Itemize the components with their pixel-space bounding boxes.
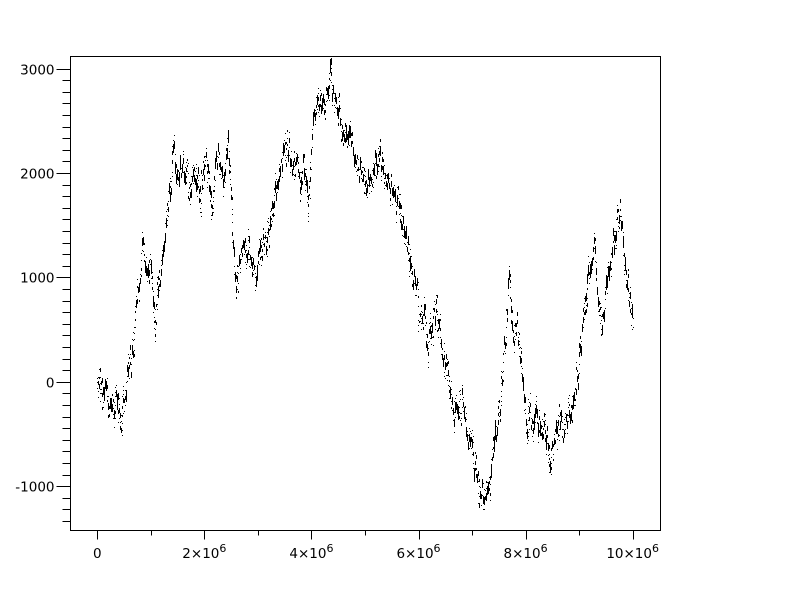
exponent-superscript: 6 [219,542,226,555]
y-tick-label: 2000 [20,167,54,183]
y-tick-label: 3000 [20,63,54,79]
exponent-superscript: 6 [434,542,441,555]
x-tick-label: 2×106 [182,542,226,562]
axis-tick-labels: -1000 0 1000 2000 3000 0 2×106 4×106 6×106 8×106 1… [15,63,659,563]
x-tick-label: 10×106 [606,542,659,562]
x-tick-label: 4×106 [289,542,333,562]
y-tick-label: -1000 [15,480,54,496]
x-tick-label: 0 [93,546,102,562]
x-tick-label: 6×106 [396,542,440,562]
exponent-superscript: 6 [326,542,333,555]
y-tick-label: 1000 [20,271,54,287]
exponent-superscript: 6 [652,542,659,555]
axis-ticks [56,69,634,540]
exponent-superscript: 6 [541,542,548,555]
y-tick-label: 0 [46,376,55,392]
series-random-walk [97,58,634,510]
x-tick-label: 8×106 [504,542,548,562]
